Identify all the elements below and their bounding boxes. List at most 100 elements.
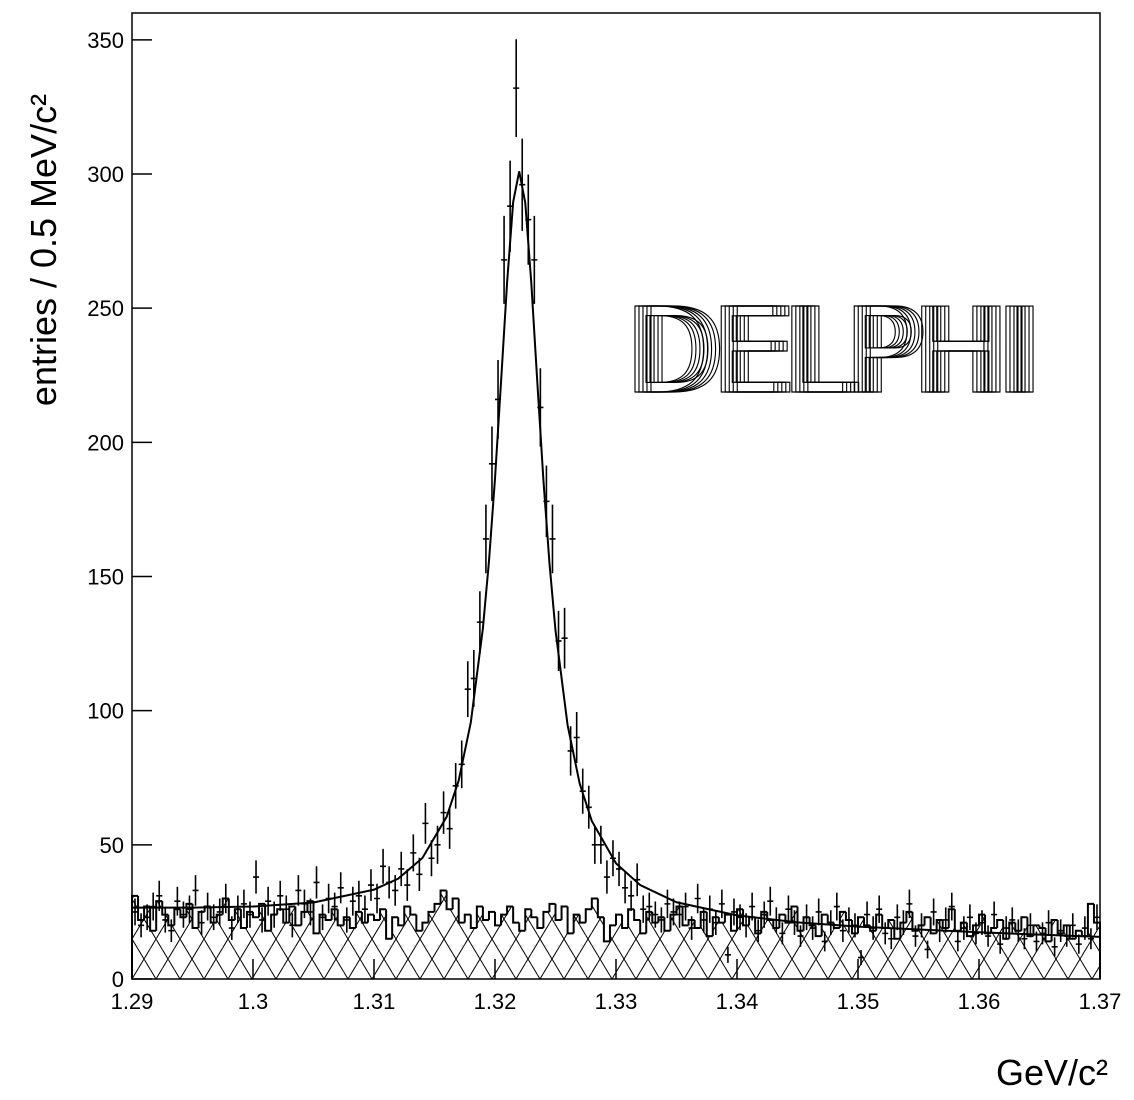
background-outline (397, 917, 405, 927)
y-tick-label: 100 (87, 699, 124, 724)
data-point (561, 607, 568, 669)
background-outline (385, 909, 393, 940)
background-outline (657, 916, 665, 923)
data-point (289, 913, 296, 938)
data-point (894, 904, 901, 931)
background-bar (204, 906, 211, 979)
data-point (670, 898, 677, 926)
background-bar (755, 933, 762, 979)
data-point (888, 928, 895, 950)
data-point (815, 898, 822, 926)
background-outline (965, 922, 973, 938)
y-tick-label: 50 (100, 833, 124, 858)
data-point (991, 901, 998, 928)
data-point (216, 898, 223, 926)
background-bar (531, 917, 538, 979)
background-outline (167, 914, 175, 927)
background-outline (1056, 919, 1064, 935)
background-bar (307, 901, 314, 979)
data-point (652, 901, 659, 928)
background-outline (772, 919, 780, 930)
data-point (664, 889, 671, 919)
data-point (803, 904, 810, 931)
background-bar (216, 914, 223, 979)
background-outline (252, 911, 260, 919)
background-bar (888, 919, 895, 979)
background-bar (277, 909, 284, 979)
y-tick-label: 250 (87, 296, 124, 321)
data-point (513, 39, 520, 137)
background-bar (458, 922, 465, 979)
background-bar (827, 922, 834, 979)
x-axis-title: GeV/c² (996, 1052, 1108, 1093)
background-bar (930, 933, 937, 979)
background-outline (215, 913, 223, 923)
background-bar (138, 919, 145, 979)
background-bar (646, 911, 653, 979)
data-point (168, 919, 175, 942)
data-point (960, 916, 967, 940)
background-bar (337, 925, 344, 979)
background-bar (991, 928, 998, 979)
fit-curve (132, 171, 1101, 938)
background-outline (560, 905, 568, 920)
data-point (210, 904, 217, 931)
background-bar (1069, 938, 1076, 979)
x-tick-label: 1.33 (595, 989, 638, 1014)
y-tick-label: 350 (87, 28, 124, 53)
background-outline (947, 908, 955, 929)
background-bar (628, 909, 635, 979)
data-point (476, 591, 483, 653)
background-bar (144, 906, 151, 979)
background-outline (736, 908, 744, 931)
background-bar (404, 906, 411, 979)
background-outline (366, 913, 374, 923)
background-bar (1063, 925, 1070, 979)
background-bar (228, 919, 235, 979)
background-bar (622, 928, 629, 979)
background-outline (996, 918, 1004, 929)
data-point (1039, 922, 1046, 945)
background-bar (295, 925, 302, 979)
data-point (821, 931, 828, 952)
background-outline (645, 910, 653, 934)
background-bar (186, 903, 193, 979)
background-bar (156, 901, 163, 979)
background-outline (288, 905, 296, 923)
background-outline (360, 911, 368, 924)
data-point (737, 904, 744, 931)
background-bar (180, 917, 187, 979)
x-tick-label: 1.31 (353, 989, 396, 1014)
background-outline (185, 902, 193, 918)
background-bar (380, 909, 387, 979)
background-bar (567, 933, 574, 979)
background-outline (137, 895, 145, 921)
background-bar (676, 906, 683, 979)
data-point (440, 791, 447, 834)
data-point (676, 901, 683, 928)
logo-text: DELPHI (628, 282, 1032, 420)
background-outline (143, 905, 151, 920)
background-bar (942, 928, 949, 979)
data-point (1045, 910, 1052, 935)
background-bar (966, 936, 973, 979)
data-point (845, 907, 852, 933)
background-outline (342, 916, 350, 926)
background-bar (918, 925, 925, 979)
y-tick-label: 300 (87, 162, 124, 187)
data-point (240, 889, 247, 919)
background-outline (173, 908, 181, 926)
data-point (416, 857, 423, 891)
background-outline (306, 900, 314, 912)
y-tick-label: 0 (112, 967, 124, 992)
background-outline (554, 903, 562, 921)
background-bar (434, 903, 441, 979)
background-bar (513, 922, 520, 979)
data-point (954, 931, 961, 952)
background-bar (1033, 925, 1040, 979)
background-bar (833, 928, 840, 979)
background-outline (1026, 917, 1034, 938)
data-point (531, 215, 538, 304)
data-point (761, 901, 768, 928)
background-bar (198, 911, 205, 979)
